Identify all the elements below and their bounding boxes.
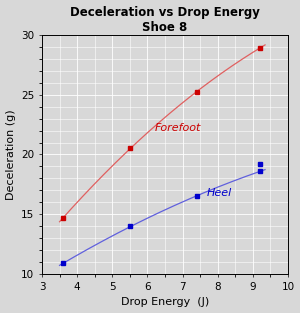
Y-axis label: Deceleration (g): Deceleration (g) bbox=[6, 109, 16, 200]
Title: Deceleration vs Drop Energy
Shoe 8: Deceleration vs Drop Energy Shoe 8 bbox=[70, 6, 260, 33]
Text: Forefoot: Forefoot bbox=[154, 122, 201, 132]
X-axis label: Drop Energy  (J): Drop Energy (J) bbox=[121, 297, 209, 307]
Text: Heel: Heel bbox=[207, 188, 232, 198]
